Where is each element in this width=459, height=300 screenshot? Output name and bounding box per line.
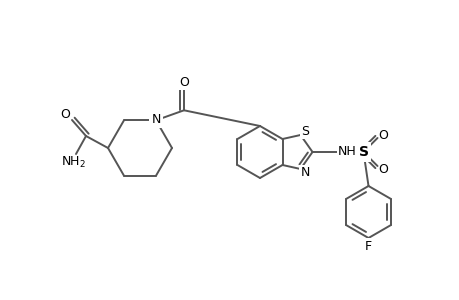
Text: F: F <box>364 239 371 253</box>
Text: N: N <box>151 113 160 126</box>
Text: O: O <box>60 107 70 121</box>
Text: NH: NH <box>337 145 356 158</box>
Text: NH$_2$: NH$_2$ <box>61 154 85 169</box>
Text: O: O <box>378 128 387 142</box>
Text: O: O <box>179 76 189 89</box>
Text: O: O <box>378 163 387 176</box>
Text: S: S <box>301 124 309 137</box>
Text: S: S <box>358 145 368 159</box>
Text: N: N <box>300 167 309 179</box>
